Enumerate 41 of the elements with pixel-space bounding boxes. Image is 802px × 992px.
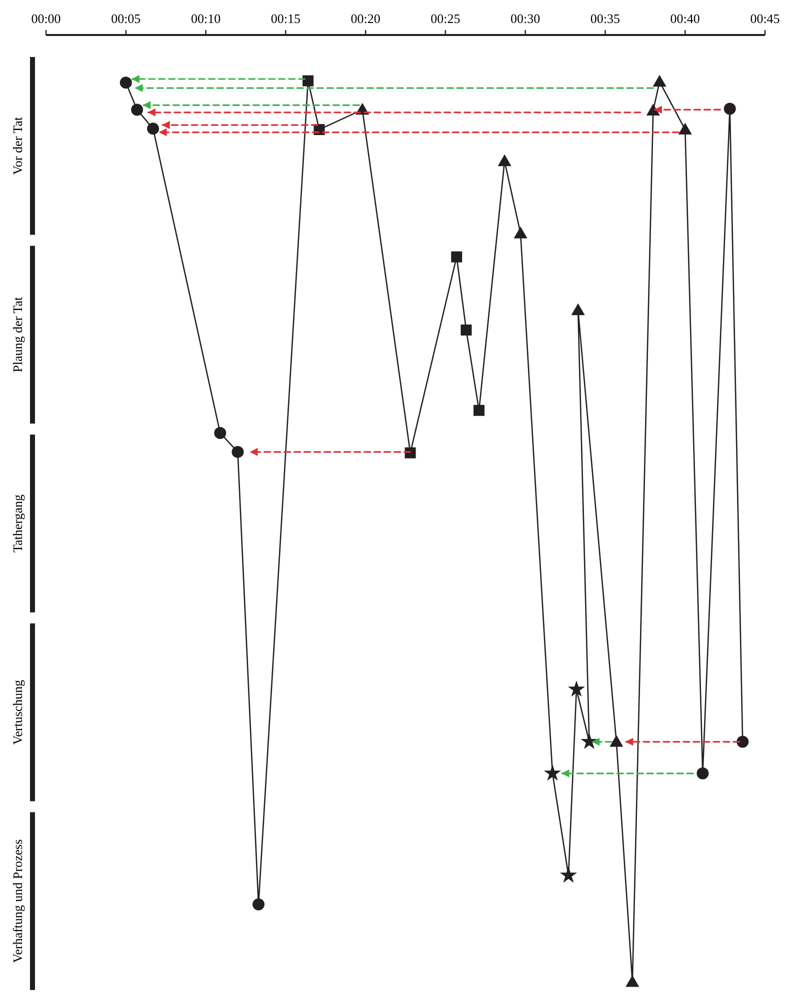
text: Vor der Tat: [10, 116, 25, 175]
x-tick-label: 00:20: [350, 11, 380, 26]
point: [214, 426, 226, 439]
x-tick-label: 00:40: [670, 11, 700, 26]
point: [451, 251, 462, 262]
x-tick-label: 00:05: [111, 11, 141, 26]
x-tick-label: 00:15: [270, 11, 300, 26]
point: [560, 866, 577, 883]
text: Verhaftung und Prozess: [10, 839, 25, 963]
point: [474, 404, 484, 416]
point: [568, 680, 585, 697]
point: [232, 446, 244, 458]
point: [120, 76, 132, 89]
point: [678, 122, 692, 134]
x-tick-label: 00:10: [190, 11, 221, 26]
x-tick-label: 00:30: [510, 11, 540, 26]
x-tick-label: 00:25: [430, 11, 460, 26]
point: [460, 324, 472, 336]
point: [131, 104, 144, 116]
point: [544, 764, 562, 781]
x-tick-label: 00:35: [590, 11, 620, 26]
point: [302, 75, 314, 86]
point: [252, 898, 265, 910]
x-tick-label: 00:45: [750, 11, 780, 26]
point: [652, 74, 666, 87]
text: Plaung der Tat: [10, 296, 25, 372]
point: [571, 303, 585, 316]
point: [498, 154, 512, 166]
text: Vertuschung: [10, 679, 25, 745]
x-tick-label: 00:00: [31, 11, 61, 26]
point: [646, 104, 660, 116]
point: [147, 122, 160, 135]
point: [514, 226, 528, 238]
point: [404, 447, 416, 458]
point: [610, 734, 624, 747]
point: [696, 767, 709, 780]
point: [626, 975, 640, 987]
text: Tathergang: [10, 494, 25, 553]
point: [724, 102, 736, 115]
point: [736, 736, 749, 748]
point: [580, 732, 598, 750]
